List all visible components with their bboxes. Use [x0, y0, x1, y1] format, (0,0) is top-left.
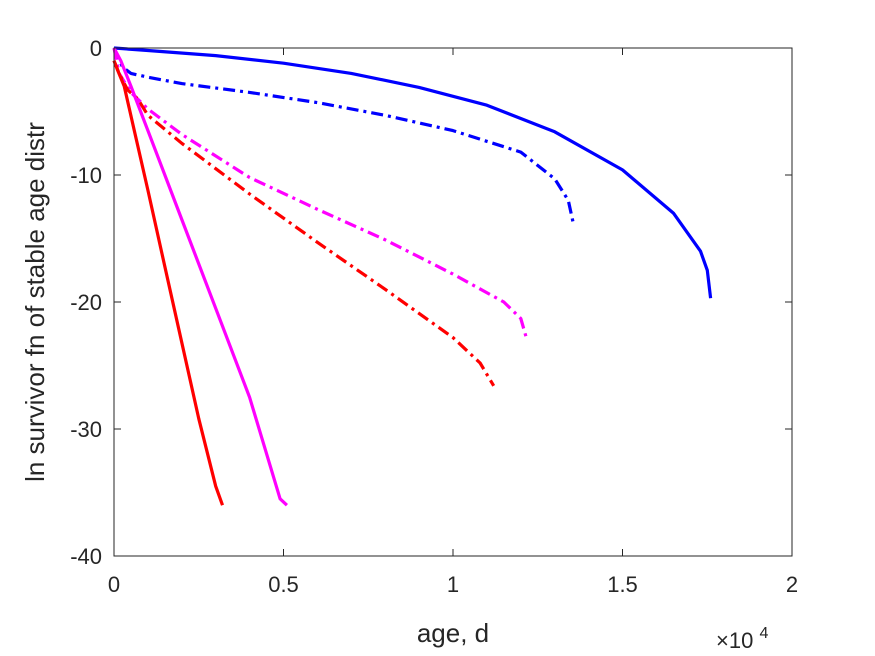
x-tick-label: 1: [447, 572, 459, 597]
x-exponent-power: 4: [759, 625, 768, 642]
y-tick-label: -40: [70, 544, 102, 569]
x-tick-label: 0: [108, 572, 120, 597]
x-exponent-label: ×10 4: [716, 625, 768, 653]
series-line-1: [113, 46, 713, 299]
y-axis-label: ln survivor fn of stable age distr: [20, 122, 50, 482]
series-line-6: [112, 60, 225, 506]
x-tick-label: 2: [786, 572, 798, 597]
series-layer: [112, 46, 713, 507]
series-line-4: [112, 60, 496, 387]
x-tick-label: 0.5: [268, 572, 299, 597]
y-tick-label: -20: [70, 290, 102, 315]
series-line-2: [112, 47, 575, 224]
y-tick-label: -10: [70, 163, 102, 188]
y-tick-label: -30: [70, 417, 102, 442]
x-exponent-base: ×10: [716, 628, 753, 653]
y-tick-label: 0: [90, 36, 102, 61]
x-tick-label: 1.5: [607, 572, 638, 597]
series-line-3: [112, 47, 528, 337]
x-axis-label: age, d: [417, 618, 489, 648]
series-line-5: [112, 47, 288, 507]
ticks-layer: 0 0.5 1 1.5 2 0 -10 -20 -30 -40: [70, 36, 798, 597]
